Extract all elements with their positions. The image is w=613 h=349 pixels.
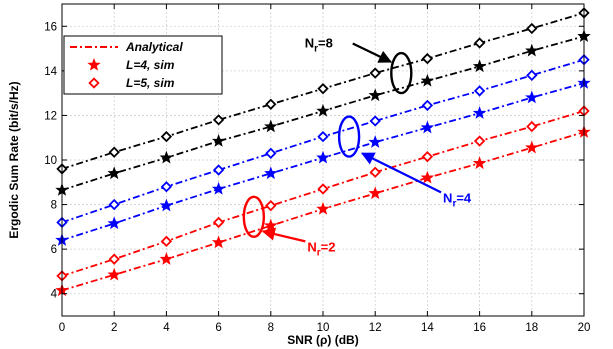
data-point-star [264, 119, 278, 133]
y-tick-label: 12 [44, 110, 57, 122]
x-tick-label: 20 [578, 322, 591, 334]
data-point-diamond [108, 253, 120, 265]
data-point-star [107, 216, 121, 230]
data-point-diamond [526, 120, 538, 133]
data-point-diamond [473, 85, 486, 97]
x-axis-label: SNR (ρ) (dB) [287, 333, 358, 347]
y-tick-label: 10 [44, 155, 57, 167]
x-tick-label: 0 [59, 322, 65, 334]
y-axis-label: Ergodic Sum Rate (bit/s/Hz) [7, 81, 21, 238]
data-point-star [525, 90, 539, 104]
y-tick-label: 16 [44, 21, 57, 33]
y-tick-label: 6 [51, 244, 57, 256]
data-point-star [159, 198, 174, 212]
group-arrow [360, 152, 442, 194]
x-tick-label: 12 [369, 322, 382, 334]
legend-label-analytical: Analytical [125, 40, 183, 54]
legend-label-l5: L=5, sim [126, 76, 175, 90]
data-point-star [211, 181, 226, 195]
data-point-diamond [421, 99, 434, 112]
data-point-diamond [265, 98, 277, 110]
data-point-star [472, 106, 487, 119]
group-arrow [261, 227, 306, 243]
data-point-star [211, 134, 226, 147]
data-point-star [211, 235, 226, 249]
data-point-star [316, 150, 330, 164]
data-point-star [107, 166, 121, 180]
data-point-diamond [526, 69, 538, 81]
legend: Analytical L=4, sim L=5, sim [63, 35, 223, 95]
data-point-diamond [108, 198, 120, 211]
annotations: Nr=8 Nr=4 Nr=2 [242, 35, 472, 258]
x-tick-label: 10 [317, 322, 330, 334]
legend-marker-diamond [88, 77, 100, 89]
group-ellipse [390, 51, 413, 95]
data-point-diamond [369, 166, 381, 178]
data-point-diamond [212, 114, 225, 126]
data-point-star [159, 150, 174, 164]
data-point-diamond [160, 130, 173, 143]
x-tick-label: 8 [268, 322, 274, 334]
data-point-diamond [369, 115, 381, 127]
data-point-diamond [265, 200, 277, 212]
data-point-diamond [160, 235, 173, 248]
data-point-diamond [421, 52, 434, 65]
data-point-star [159, 252, 174, 265]
legend-marker-star [87, 57, 101, 71]
data-point-star [472, 59, 487, 73]
group-ellipse [337, 115, 361, 158]
y-axis-ticks: 4 6 8 10 12 14 16 [44, 21, 584, 301]
legend-label-l4: L=4, sim [126, 58, 175, 72]
x-tick-label: 18 [525, 322, 538, 334]
x-tick-label: 2 [111, 322, 117, 334]
data-point-diamond [108, 146, 120, 158]
group-arrow [352, 42, 393, 63]
data-point-star [316, 103, 330, 117]
data-point-star [107, 267, 121, 281]
group-label: Nr=2 [307, 239, 335, 258]
data-point-star [420, 170, 435, 184]
legend-diamond-icon [88, 77, 100, 89]
group-label: Nr=4 [443, 190, 472, 209]
data-point-diamond [421, 150, 434, 163]
data-point-star [368, 186, 382, 200]
data-point-diamond [265, 147, 277, 159]
data-point-diamond [212, 216, 225, 229]
data-point-diamond [317, 183, 329, 195]
x-tick-label: 4 [163, 322, 170, 334]
data-point-star [368, 88, 382, 102]
y-tick-label: 8 [51, 200, 57, 212]
data-point-star [420, 120, 435, 134]
data-point-diamond [473, 37, 486, 49]
group-ellipse [242, 195, 266, 239]
data-point-diamond [473, 135, 486, 147]
x-tick-label: 14 [421, 322, 434, 334]
data-point-diamond [160, 181, 173, 193]
data-point-star [368, 135, 382, 148]
legend-star-icon [87, 57, 101, 71]
y-tick-label: 14 [44, 66, 57, 78]
data-point-diamond [369, 67, 381, 79]
data-point-diamond [212, 164, 225, 176]
data-point-star [316, 201, 330, 215]
data-point-diamond [317, 130, 329, 143]
data-point-star [525, 140, 539, 154]
data-point-star [525, 43, 539, 57]
data-point-diamond [317, 83, 329, 95]
data-point-star [472, 156, 487, 170]
x-tick-label: 6 [215, 322, 221, 334]
y-tick-label: 4 [51, 289, 58, 301]
group-label: Nr=8 [305, 35, 333, 54]
data-point-star [420, 73, 435, 87]
data-point-star [264, 166, 278, 180]
x-tick-label: 16 [473, 322, 486, 334]
data-point-diamond [526, 22, 538, 35]
x-axis-ticks: 0 2 4 6 8 10 12 14 16 18 20 [59, 4, 591, 334]
